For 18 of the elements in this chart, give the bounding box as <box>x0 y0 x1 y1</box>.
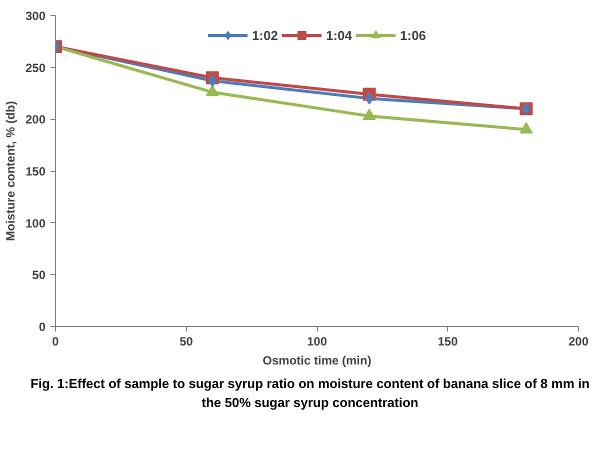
x-tick-label: 200 <box>568 334 589 348</box>
x-tick-label: 150 <box>438 334 458 348</box>
y-tick-label: 100 <box>25 216 46 230</box>
y-tick-label: 150 <box>25 164 46 178</box>
y-tick-label: 0 <box>38 320 46 334</box>
x-axis-title: Osmotic time (min) <box>262 354 372 368</box>
y-axis-title: Moisture content, % (db) <box>3 100 18 241</box>
x-tick-label: 50 <box>180 334 194 348</box>
x-tick-label: 100 <box>306 334 328 348</box>
y-tick-label: 50 <box>32 268 46 282</box>
legend-label: 1:06 <box>400 28 426 42</box>
caption: Fig. 1:Effect of sample to sugar syrup ratio on moisture content of banana slice of 8 mm in the 50% sugar syrup concentration <box>30 375 590 412</box>
x-tick-label: 0 <box>52 334 60 348</box>
legend-label: 1:02 <box>252 28 278 42</box>
y-tick-label: 200 <box>25 112 46 127</box>
y-tick-label: 300 <box>25 9 46 23</box>
legend-label: 1:04 <box>326 28 352 42</box>
y-tick-label: 250 <box>25 60 46 75</box>
